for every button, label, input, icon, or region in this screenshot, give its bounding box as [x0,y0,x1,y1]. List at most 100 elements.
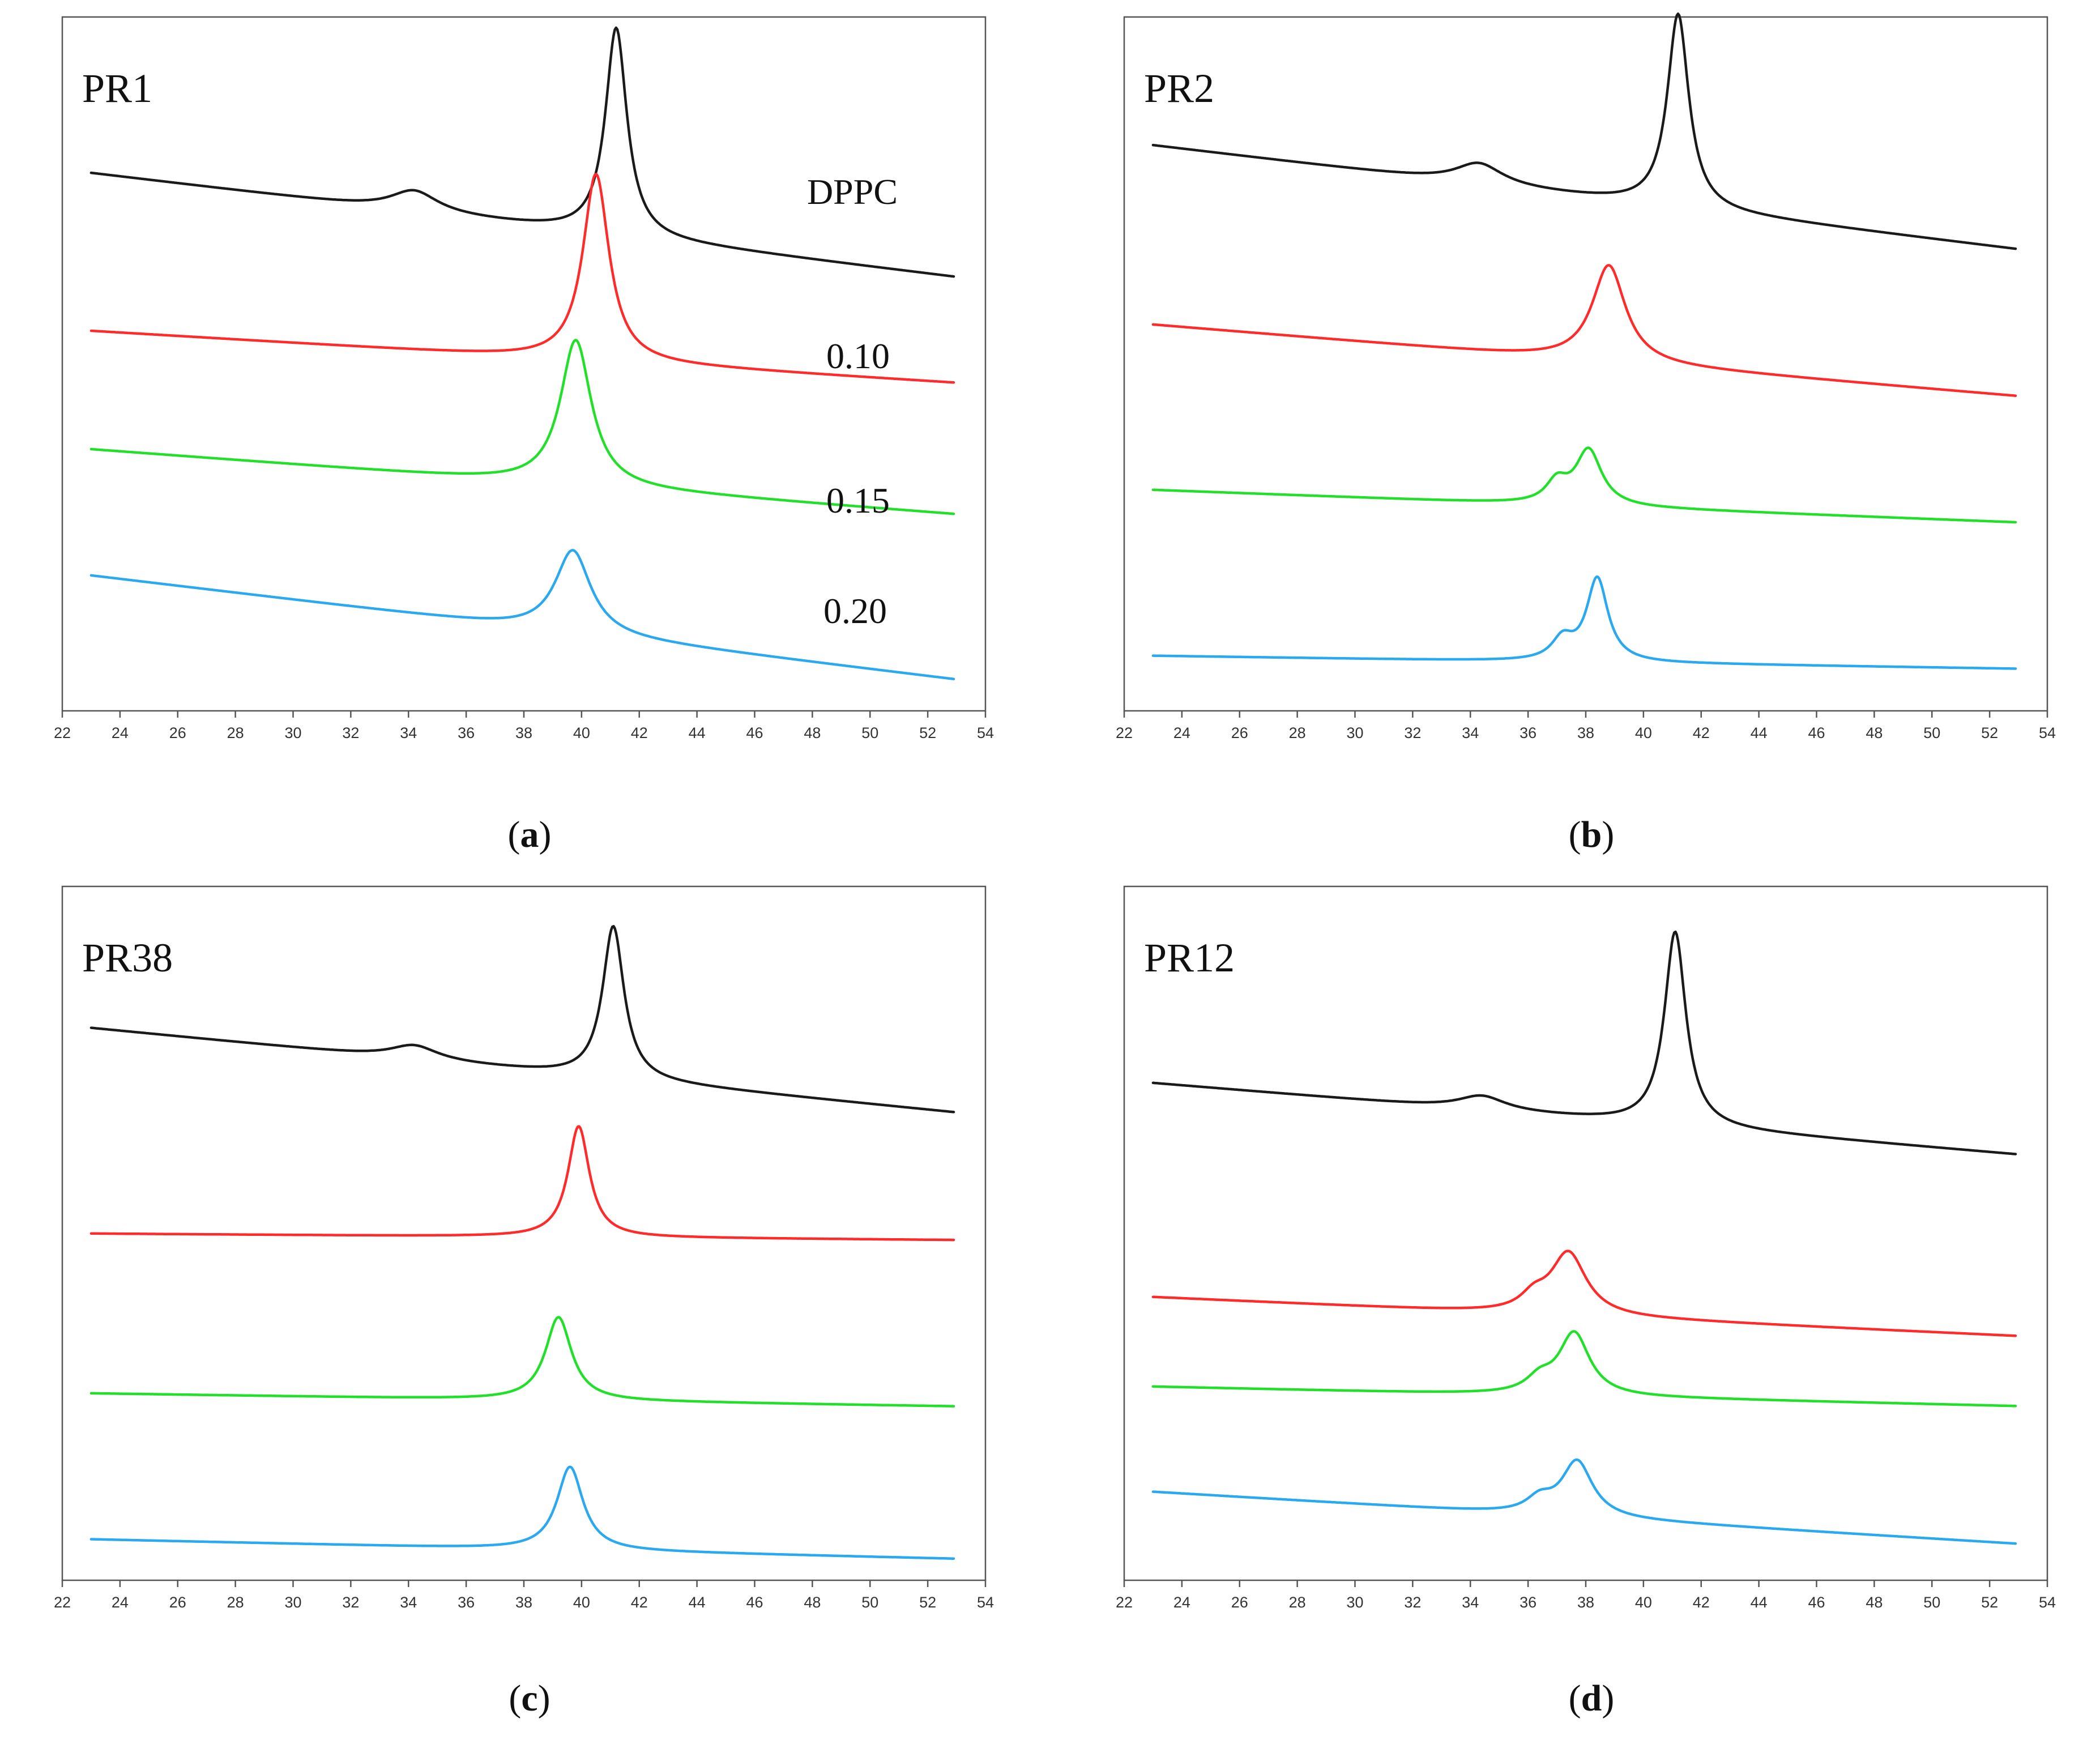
x-tick-label: 26 [169,724,186,741]
x-tick-label: 22 [54,1594,71,1611]
panel-c: 22 24 26 28 30 32 34 36 38 40 42 44 46 48 50 52 54 PR38 (c… [54,885,994,1719]
x-tick-label: 28 [1289,1594,1306,1611]
trace-0-20 [1151,1458,2017,1545]
x-tick-label: 28 [227,724,244,741]
x-tick-label: 34 [400,724,417,741]
x-tick-label: 28 [227,1594,244,1611]
panel-title: PR1 [82,66,152,111]
trace-0-10 [89,1125,955,1242]
x-tick-label: 24 [1173,1594,1190,1611]
x-tick-label: 36 [458,724,475,741]
trace-DPPC [1151,930,2017,1155]
x-tick-label: 44 [689,724,706,741]
x-tick-label: 46 [1808,1594,1825,1611]
x-tick-label: 42 [1693,1594,1710,1611]
x-tick-label: 38 [1577,724,1594,741]
x-tick-label: 26 [1231,724,1248,741]
panel-title: PR2 [1144,66,1214,111]
trace-0-10 [1151,1249,2017,1337]
x-tick-label: 32 [1404,724,1421,741]
x-tick-label: 42 [631,724,648,741]
trace-0-15 [89,339,955,515]
panel-caption: (a) [508,814,552,855]
x-tick-label: 42 [1693,724,1710,741]
panels: 22 24 26 28 30 32 34 36 38 40 42 44 46 48 50 52 54 DPPC 0.… [54,12,2056,1719]
x-tick-label: 46 [746,1594,763,1611]
x-tick-label: 44 [689,1594,706,1611]
x-tick-label: 30 [1346,724,1363,741]
x-tick-label: 38 [1577,1594,1594,1611]
x-tick-label: 36 [458,1594,475,1611]
trace-0-15 [89,1316,955,1408]
panel-a: 22 24 26 28 30 32 34 36 38 40 42 44 46 48 50 52 54 DPPC 0.… [54,16,994,855]
x-tick-label: 32 [342,724,359,741]
x-tick-label: 44 [1751,724,1768,741]
x-tick-label: 52 [1981,724,1998,741]
x-tick-label: 28 [1289,724,1306,741]
x-tick-label: 42 [631,1594,648,1611]
x-tick-label: 48 [804,1594,821,1611]
trace-0-10 [1151,264,2017,397]
series-label-0-10: 0.10 [826,336,890,376]
x-tick-label: 24 [1173,724,1190,741]
x-tick-label: 52 [919,1594,936,1611]
x-tick-label: 22 [1116,724,1133,741]
series-label-0-20: 0.20 [823,591,887,631]
x-tick-label: 26 [1231,1594,1248,1611]
panel-caption: (d) [1569,1678,1615,1719]
x-tick-label: 40 [573,724,590,741]
x-tick-label: 34 [1462,724,1479,741]
trace-0-20 [1151,575,2017,670]
panel-caption: (c) [509,1678,550,1719]
trace-DPPC [1151,12,2017,250]
x-tick-label: 50 [861,1594,878,1611]
panel-title: PR12 [1144,935,1235,980]
x-tick-label: 46 [1808,724,1825,741]
x-tick-label: 54 [2039,1594,2056,1611]
x-tick-label: 48 [1866,1594,1883,1611]
panel-b: 22 24 26 28 30 32 34 36 38 40 42 44 46 48 50 52 54 PR2 (b) [1116,12,2056,855]
trace-DPPC [89,26,955,278]
x-tick-label: 38 [515,1594,532,1611]
x-tick-label: 50 [861,724,878,741]
x-tick-label: 50 [1923,724,1940,741]
x-tick-label: 46 [746,724,763,741]
x-tick-label: 40 [1635,1594,1652,1611]
x-tick-label: 40 [1635,724,1652,741]
x-tick-label: 40 [573,1594,590,1611]
x-tick-label: 54 [977,724,994,741]
x-tick-label: 52 [1981,1594,1998,1611]
x-tick-label: 30 [284,1594,301,1611]
x-tick-label: 32 [342,1594,359,1611]
x-tick-label: 48 [1866,724,1883,741]
x-tick-label: 22 [54,724,71,741]
x-tick-label: 26 [169,1594,186,1611]
x-tick-label: 24 [112,724,129,741]
x-tick-label: 36 [1519,724,1536,741]
x-tick-label: 48 [804,724,821,741]
x-tick-label: 24 [112,1594,129,1611]
x-tick-label: 34 [1462,1594,1479,1611]
x-tick-label: 54 [977,1594,994,1611]
trace-0-15 [1151,446,2017,524]
trace-0-15 [1151,1330,2017,1408]
x-tick-label: 30 [1346,1594,1363,1611]
x-tick-label: 38 [515,724,532,741]
x-tick-label: 54 [2039,724,2056,741]
x-tick-label: 22 [1116,1594,1133,1611]
series-label-DPPC: DPPC [807,172,898,212]
x-tick-label: 34 [400,1594,417,1611]
x-tick-label: 50 [1923,1594,1940,1611]
plot-frame [1123,885,2048,1581]
trace-0-20 [89,549,955,681]
panel-title: PR38 [82,935,173,980]
x-tick-label: 32 [1404,1594,1421,1611]
x-tick-label: 44 [1751,1594,1768,1611]
trace-DPPC [89,925,955,1114]
x-tick-label: 30 [284,724,301,741]
trace-0-10 [89,173,955,384]
x-tick-label: 52 [919,724,936,741]
series-label-0-15: 0.15 [826,480,890,521]
trace-0-20 [89,1465,955,1560]
